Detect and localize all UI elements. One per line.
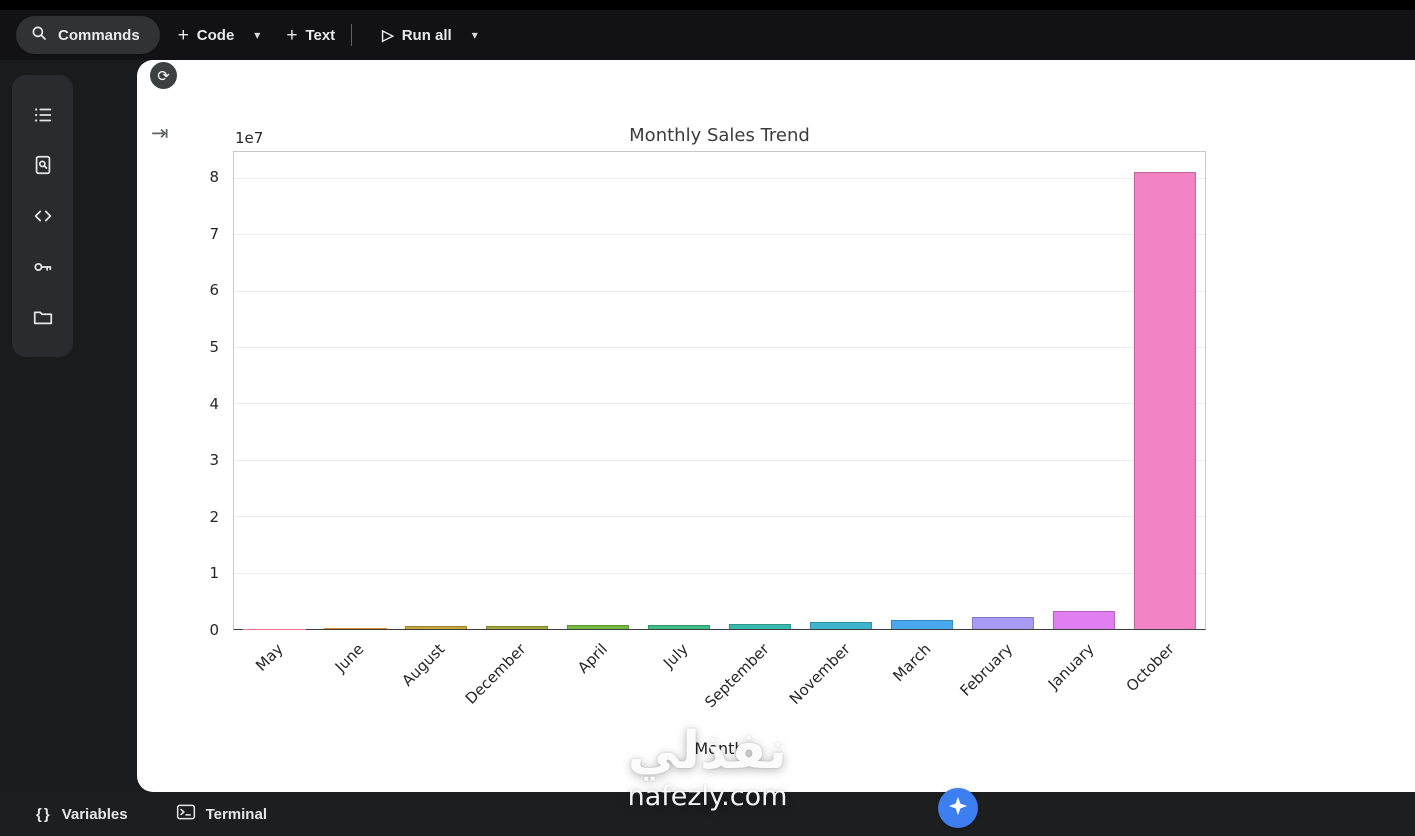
bar-august: [405, 626, 468, 629]
commands-button[interactable]: Commands: [16, 16, 160, 54]
gridline: [234, 403, 1205, 405]
x-tick-label: August: [398, 640, 449, 690]
x-tick-label: January: [1044, 640, 1098, 693]
bar-april: [567, 625, 630, 629]
y-tick-label: 2: [209, 507, 219, 526]
bar-february: [971, 617, 1034, 629]
y-tick-label: 5: [209, 337, 219, 356]
x-tick-label: June: [331, 640, 368, 676]
y-tick-label: 1: [209, 564, 219, 583]
plus-icon: +: [177, 24, 189, 46]
x-tick-label: February: [956, 640, 1017, 700]
gridline: [234, 177, 1205, 179]
add-code-button[interactable]: + Code: [168, 17, 245, 53]
files-folder-icon[interactable]: [26, 300, 60, 334]
x-tick-label: April: [573, 640, 611, 677]
bar-july: [647, 624, 711, 629]
secrets-key-icon[interactable]: [26, 250, 60, 284]
assistant-spark-button[interactable]: [938, 788, 978, 828]
y-tick-label: 4: [209, 394, 219, 413]
y-tick-label: 7: [209, 224, 219, 243]
toolbar-divider: [351, 24, 353, 46]
x-tick-label: November: [785, 640, 854, 708]
add-code-label: Code: [196, 26, 235, 44]
x-tick-label: September: [701, 640, 773, 712]
gridline: [234, 290, 1205, 292]
y-tick-label: 3: [209, 451, 219, 470]
gridline: [234, 347, 1205, 349]
bar-november: [809, 622, 872, 629]
run-all-dropdown-caret-icon[interactable]: ▾: [471, 28, 478, 42]
y-tick-label: 6: [209, 281, 219, 300]
notebook-toolbar: Commands + Code ▾ + Text ▷ Run all ▾: [0, 10, 1415, 60]
x-tick-label: December: [461, 640, 530, 708]
gridline: [234, 234, 1205, 236]
cell-navigation-icon[interactable]: ⇥: [151, 121, 169, 145]
bar-october: [1133, 172, 1196, 629]
commands-label: Commands: [58, 26, 140, 44]
variables-button[interactable]: {} Variables: [36, 806, 128, 823]
gridline: [234, 516, 1205, 518]
run-all-button[interactable]: ▷ Run all: [372, 17, 462, 53]
variables-label: Variables: [61, 805, 128, 823]
spark-icon: [947, 795, 969, 822]
chart-title: Monthly Sales Trend: [629, 125, 810, 146]
terminal-label: Terminal: [205, 805, 267, 823]
search-icon: [30, 24, 48, 46]
bar-december: [486, 626, 549, 629]
terminal-icon: [176, 803, 196, 825]
chart-figure: Monthly Sales Trend 1e7 0 1 2 3 4 5 6 7 8 May Jun…: [194, 109, 1216, 777]
bar-march: [890, 619, 953, 629]
add-code-dropdown-caret-icon[interactable]: ▾: [254, 28, 261, 42]
x-tick-label: May: [251, 640, 287, 675]
gridline: [234, 459, 1205, 461]
plus-icon: +: [286, 24, 298, 46]
x-axis-label: Month: [694, 739, 745, 758]
bottom-status-bar: {} Variables Terminal: [0, 792, 1415, 836]
table-of-contents-icon[interactable]: [26, 98, 60, 132]
bar-june: [324, 628, 387, 629]
add-text-button[interactable]: + Text: [276, 17, 345, 53]
y-axis: 0 1 2 3 4 5 6 7 8: [194, 151, 225, 639]
cell-run-status-icon[interactable]: ⟳: [150, 62, 177, 89]
left-sidebar: [12, 75, 73, 357]
x-tick-label: July: [659, 640, 692, 672]
y-axis-offset-text: 1e7: [235, 129, 264, 147]
plot-area: [233, 151, 1206, 630]
terminal-button[interactable]: Terminal: [176, 803, 267, 825]
x-tick-label: March: [889, 640, 935, 686]
code-snippets-icon[interactable]: [26, 199, 60, 233]
window-top-strip: [0, 0, 1415, 10]
find-in-page-icon[interactable]: [26, 148, 60, 182]
run-all-label: Run all: [401, 26, 452, 44]
add-text-label: Text: [305, 26, 336, 44]
x-tick-label: October: [1123, 640, 1179, 696]
bar-january: [1052, 610, 1115, 629]
y-tick-label: 0: [209, 621, 219, 639]
braces-icon: {}: [36, 805, 52, 823]
y-tick-label: 8: [209, 168, 219, 187]
gridline: [234, 572, 1205, 574]
play-icon: ▷: [382, 27, 394, 44]
bar-september: [728, 623, 792, 629]
